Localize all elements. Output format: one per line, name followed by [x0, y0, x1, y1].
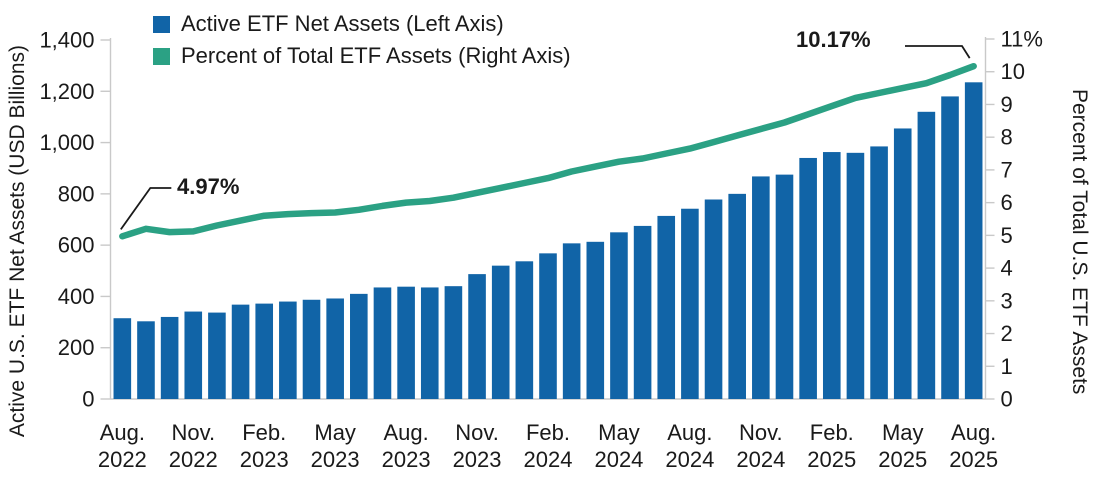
bar [208, 312, 226, 399]
x-axis-tick-label: Aug. 2023 [382, 420, 431, 472]
right-axis-title-text: Percent of Total U.S. ETF Assets [1068, 88, 1091, 395]
left-axis-title-text: Active U.S. ETF Net Assets (USD Billions… [6, 45, 29, 438]
right-axis-tick-label: 2 [1001, 321, 1013, 346]
right-axis-tick-label: 4 [1001, 256, 1013, 281]
bar [681, 208, 699, 399]
x-axis-tick-label: Aug. 2025 [949, 420, 998, 472]
right-axis-title: Percent of Total U.S. ETF Assets [1062, 0, 1096, 483]
x-axis-tick-label: May 2025 [878, 420, 927, 472]
bar [610, 232, 628, 399]
legend-swatch-percent [153, 47, 170, 65]
right-axis-tick-label: 0 [1001, 387, 1013, 412]
bar [964, 82, 983, 399]
bar [350, 293, 368, 399]
bar [444, 286, 463, 399]
right-axis-tick-label: 9 [1001, 92, 1013, 117]
left-axis-tick-label: 1,000 [39, 130, 94, 155]
bar [515, 261, 534, 399]
bar [728, 193, 746, 399]
x-axis-tick-label: Nov. 2024 [736, 420, 785, 472]
right-axis-tick-label: 1 [1001, 354, 1013, 379]
x-axis-tick-label: May 2023 [311, 420, 360, 472]
bar [302, 299, 321, 399]
bar [231, 304, 250, 399]
bar [633, 225, 652, 399]
bar [468, 274, 486, 399]
left-axis-tick-label: 200 [58, 335, 95, 360]
right-axis-tick-label: 10 [1001, 59, 1025, 84]
bar [184, 311, 203, 399]
percent-line [119, 62, 977, 240]
bar [775, 174, 794, 399]
left-axis-tick-label: 800 [58, 181, 95, 206]
x-axis-tick-label: May 2024 [594, 420, 643, 472]
legend-swatch-net-assets [153, 15, 170, 33]
right-axis-tick-label: 7 [1001, 157, 1013, 182]
legend-item-percent: Percent of Total ETF Assets (Right Axis) [153, 44, 571, 68]
callout-connector-end [905, 45, 971, 59]
bar [113, 318, 132, 399]
left-axis-tick-label: 0 [82, 387, 94, 412]
bar [846, 152, 865, 399]
bar [539, 253, 557, 399]
bar [586, 241, 605, 399]
x-axis-tick-label: Feb. 2023 [240, 420, 289, 472]
x-axis-tick-label: Nov. 2022 [169, 420, 218, 472]
bar [562, 243, 581, 399]
bar [397, 286, 415, 399]
bar [255, 303, 274, 399]
bar [752, 176, 770, 399]
bar [917, 111, 936, 400]
left-axis-tick-label: 1,200 [39, 79, 94, 104]
legend: Active ETF Net Assets (Left Axis) Percen… [153, 12, 571, 68]
x-axis-tick-label: Aug. 2024 [665, 420, 714, 472]
legend-label-net-assets: Active ETF Net Assets (Left Axis) [181, 11, 504, 36]
right-axis-tick-label: 3 [1001, 288, 1013, 313]
bar [137, 321, 155, 399]
right-axis-tick-label: 11% [1001, 27, 1043, 52]
callout-end-percent: 10.17% [796, 27, 871, 52]
right-axis-tick-label: 6 [1001, 190, 1013, 215]
bar [799, 157, 817, 399]
x-axis-tick-label: Nov. 2023 [453, 420, 502, 472]
callout-start-percent: 4.97% [177, 174, 240, 199]
bar [279, 301, 297, 399]
legend-item-net-assets: Active ETF Net Assets (Left Axis) [153, 12, 571, 36]
left-axis-title: Active U.S. ETF Net Assets (USD Billions… [1, 0, 35, 483]
bar [326, 298, 344, 399]
bar [657, 215, 676, 399]
x-axis-tick-label: Aug. 2022 [98, 420, 147, 472]
bar [870, 146, 888, 399]
right-axis-tick-label: 8 [1001, 125, 1013, 150]
right-axis-tick-label: 5 [1001, 223, 1013, 248]
bar [822, 152, 841, 399]
x-axis-tick-label: Feb. 2025 [807, 420, 856, 472]
bar [373, 287, 392, 399]
bar [160, 316, 179, 399]
callout-connector-start [120, 187, 172, 230]
bar [893, 128, 912, 400]
left-axis-tick-label: 1,400 [39, 28, 94, 53]
x-axis-tick-label: Feb. 2024 [524, 420, 573, 472]
left-axis-tick-label: 600 [58, 233, 95, 258]
bar [420, 287, 439, 399]
bar [704, 199, 723, 399]
legend-label-percent: Percent of Total ETF Assets (Right Axis) [181, 43, 571, 68]
bar [491, 265, 510, 399]
bar [941, 96, 959, 400]
left-axis-tick-label: 400 [58, 284, 95, 309]
